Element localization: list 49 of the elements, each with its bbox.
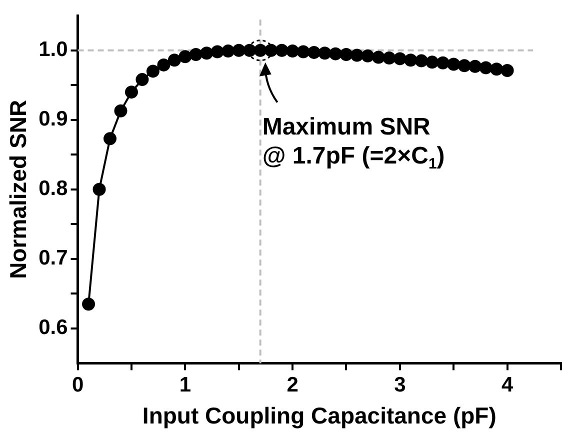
point — [124, 86, 138, 99]
point — [210, 45, 224, 58]
x-tick-label: 1 — [179, 374, 192, 397]
point — [404, 54, 418, 67]
point — [189, 48, 202, 62]
point — [286, 44, 300, 58]
y-tick-label: 0.6 — [38, 316, 68, 340]
point — [222, 44, 235, 58]
y-axis-title: Normalized SNR — [5, 100, 32, 279]
point — [157, 58, 170, 72]
point — [479, 61, 492, 74]
point — [350, 48, 364, 62]
point — [318, 46, 332, 60]
point — [168, 54, 181, 67]
y-tick-label: 0.9 — [38, 108, 68, 131]
point — [178, 50, 192, 64]
x-tick-label: 4 — [501, 374, 514, 397]
point — [232, 44, 246, 57]
point — [296, 45, 310, 58]
point — [468, 60, 482, 73]
point — [393, 52, 406, 66]
point — [340, 48, 353, 62]
point — [92, 182, 106, 196]
point — [490, 62, 504, 76]
point — [426, 56, 439, 69]
point — [447, 58, 460, 71]
x-axis-title: Input Coupling Capacitance (pF) — [142, 402, 496, 429]
y-tick-label: 1.0 — [38, 38, 68, 62]
point — [382, 52, 396, 65]
point — [308, 46, 321, 59]
y-tick-label: 0.8 — [38, 177, 68, 200]
y-tick-label: 0.7 — [38, 246, 68, 270]
point — [82, 298, 96, 311]
point — [500, 64, 514, 78]
x-tick-label: 3 — [394, 374, 406, 397]
point — [136, 73, 149, 86]
point — [104, 132, 117, 146]
x-tick-label: 0 — [72, 374, 84, 397]
point — [436, 56, 450, 70]
point — [114, 104, 128, 118]
point — [372, 50, 385, 64]
point — [146, 64, 160, 78]
point — [200, 46, 214, 60]
point — [329, 47, 342, 60]
point — [414, 54, 428, 68]
x-tick-label: 2 — [286, 374, 298, 397]
point — [275, 44, 288, 57]
point — [458, 59, 471, 72]
point — [361, 49, 374, 62]
